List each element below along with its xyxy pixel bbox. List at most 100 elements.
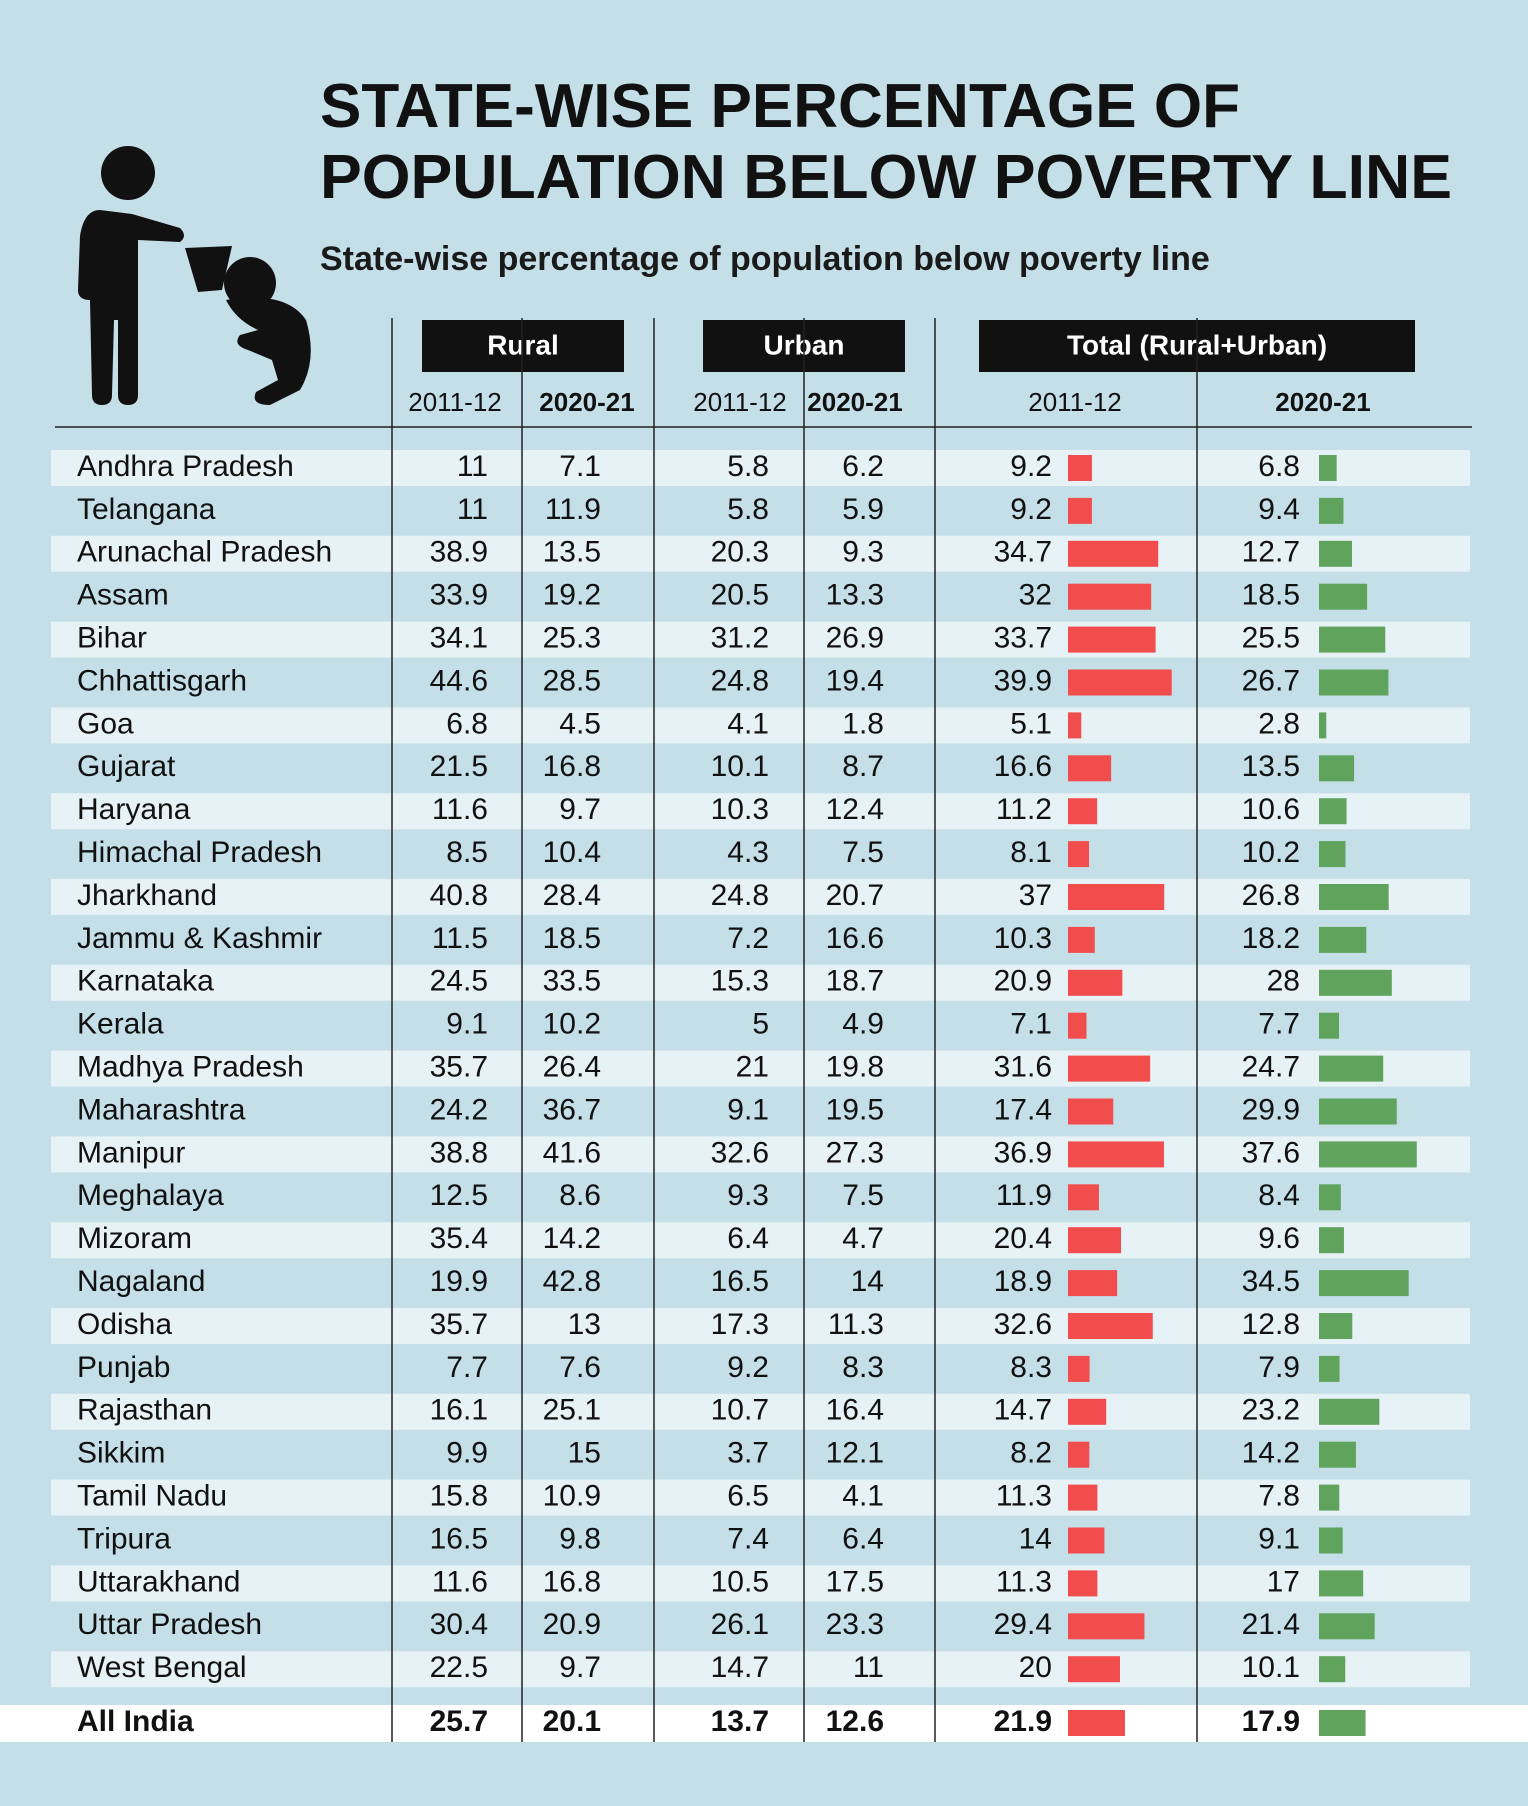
total-band: [0, 1705, 1528, 1742]
cell-value: 20.4: [994, 1222, 1052, 1255]
cell-value: 19.2: [543, 579, 601, 612]
bar: [1068, 1184, 1099, 1211]
cell-value: 7.8: [1258, 1480, 1300, 1513]
bar: [1068, 712, 1082, 739]
cell-value: 26.4: [543, 1051, 601, 1084]
cell-value: 24.8: [711, 664, 769, 697]
cell-value: 7.9: [1258, 1351, 1300, 1384]
bar: [1319, 1055, 1384, 1082]
cell-value: 24.7: [1242, 1051, 1300, 1084]
cell-value: 38.8: [430, 1136, 488, 1169]
cell-value: 35.7: [430, 1051, 488, 1084]
cell-value: 21: [736, 1051, 769, 1084]
cell-value: 10.2: [1242, 836, 1300, 869]
cell-value: 8.6: [559, 1179, 601, 1212]
cell-value: 21.5: [430, 750, 488, 783]
cell-value: 12.1: [826, 1437, 884, 1470]
cell-value: 6.5: [727, 1480, 769, 1513]
bar: [1319, 1355, 1340, 1382]
bar: [1068, 1141, 1164, 1168]
cell-value: 16.8: [543, 750, 601, 783]
cell-value: 19.5: [826, 1093, 884, 1126]
state-name: Bihar: [77, 622, 147, 655]
row-stripe: [51, 1565, 1470, 1602]
cell-value: 6.8: [446, 707, 488, 740]
bar: [1068, 969, 1123, 996]
cell-value: 11.3: [828, 1308, 884, 1341]
cell-value: 7.4: [727, 1522, 769, 1555]
state-name: Maharashtra: [77, 1093, 246, 1126]
cell-value: 15: [568, 1437, 601, 1470]
bar: [1319, 1184, 1341, 1211]
cell-value: 11.5: [432, 922, 488, 955]
cell-value: 38.9: [430, 536, 488, 569]
bar: [1319, 1398, 1380, 1425]
cell-value: 17.4: [994, 1093, 1052, 1126]
bar: [1319, 841, 1346, 868]
cell-value: 12.6: [826, 1705, 884, 1738]
cell-value: 7.1: [559, 450, 601, 483]
bar: [1319, 626, 1386, 653]
bar: [1068, 1656, 1120, 1683]
bar: [1068, 1227, 1122, 1254]
cell-value: 11.3: [996, 1480, 1052, 1513]
cell-value: 4.7: [842, 1222, 884, 1255]
bar: [1068, 1527, 1105, 1554]
cell-value: 10.3: [711, 793, 769, 826]
bar: [1319, 1441, 1356, 1468]
cell-value: 10.3: [994, 922, 1052, 955]
bar: [1068, 540, 1159, 567]
row-stripe: [51, 1308, 1470, 1344]
cell-value: 4.3: [727, 836, 769, 869]
cell-value: 9.3: [727, 1179, 769, 1212]
cell-value: 10.5: [711, 1565, 769, 1598]
cell-value: 9.1: [1258, 1522, 1300, 1555]
cell-value: 11: [853, 1651, 884, 1684]
cell-value: 4.9: [842, 1008, 884, 1041]
cell-value: 24.5: [430, 965, 488, 998]
cell-value: 9.7: [559, 793, 601, 826]
state-name: Tripura: [77, 1522, 171, 1555]
cell-value: 39.9: [994, 664, 1052, 697]
cell-value: 17.3: [711, 1308, 769, 1341]
cell-value: 15.8: [430, 1480, 488, 1513]
row-stripe: [51, 1651, 1470, 1688]
cell-value: 28.4: [543, 879, 601, 912]
cell-value: 10.1: [711, 750, 769, 783]
cell-value: 9.1: [446, 1008, 488, 1041]
cell-value: 44.6: [430, 664, 488, 697]
cell-value: 16.6: [826, 922, 884, 955]
cell-value: 28.5: [543, 664, 601, 697]
state-name: Madhya Pradesh: [77, 1051, 304, 1084]
bar: [1319, 1313, 1353, 1339]
cell-value: 35.7: [430, 1308, 488, 1341]
cell-value: 18.5: [1242, 579, 1300, 612]
title-line: POPULATION BELOW POVERTY LINE: [320, 143, 1452, 212]
cell-value: 20.9: [994, 965, 1052, 998]
cell-value: 32.6: [994, 1308, 1052, 1341]
cell-value: 34.7: [994, 536, 1052, 569]
cell-value: 1.8: [842, 707, 884, 740]
cell-value: 16.1: [430, 1394, 488, 1427]
cell-value: 6.2: [842, 450, 884, 483]
cell-value: 17.5: [826, 1565, 884, 1598]
cell-value: 20.9: [543, 1608, 601, 1641]
year-label: 2011-12: [1028, 387, 1122, 417]
cell-value: 7.5: [842, 836, 884, 869]
cell-value: 4.1: [727, 707, 769, 740]
cell-value: 9.2: [727, 1351, 769, 1384]
cell-value: 11: [457, 450, 488, 483]
cell-value: 11.9: [545, 493, 601, 526]
bar: [1068, 1570, 1098, 1597]
state-name: Meghalaya: [77, 1179, 224, 1212]
cell-value: 13: [568, 1308, 601, 1341]
state-name: Rajasthan: [77, 1394, 212, 1427]
cell-value: 7.2: [727, 922, 769, 955]
state-name: Manipur: [77, 1136, 185, 1169]
cell-value: 25.1: [543, 1394, 601, 1427]
cell-value: 27.3: [826, 1136, 884, 1169]
cell-value: 14: [1019, 1522, 1052, 1555]
row-stripe: [51, 450, 1470, 486]
state-name: Andhra Pradesh: [77, 450, 294, 483]
cell-value: 11.6: [432, 793, 488, 826]
